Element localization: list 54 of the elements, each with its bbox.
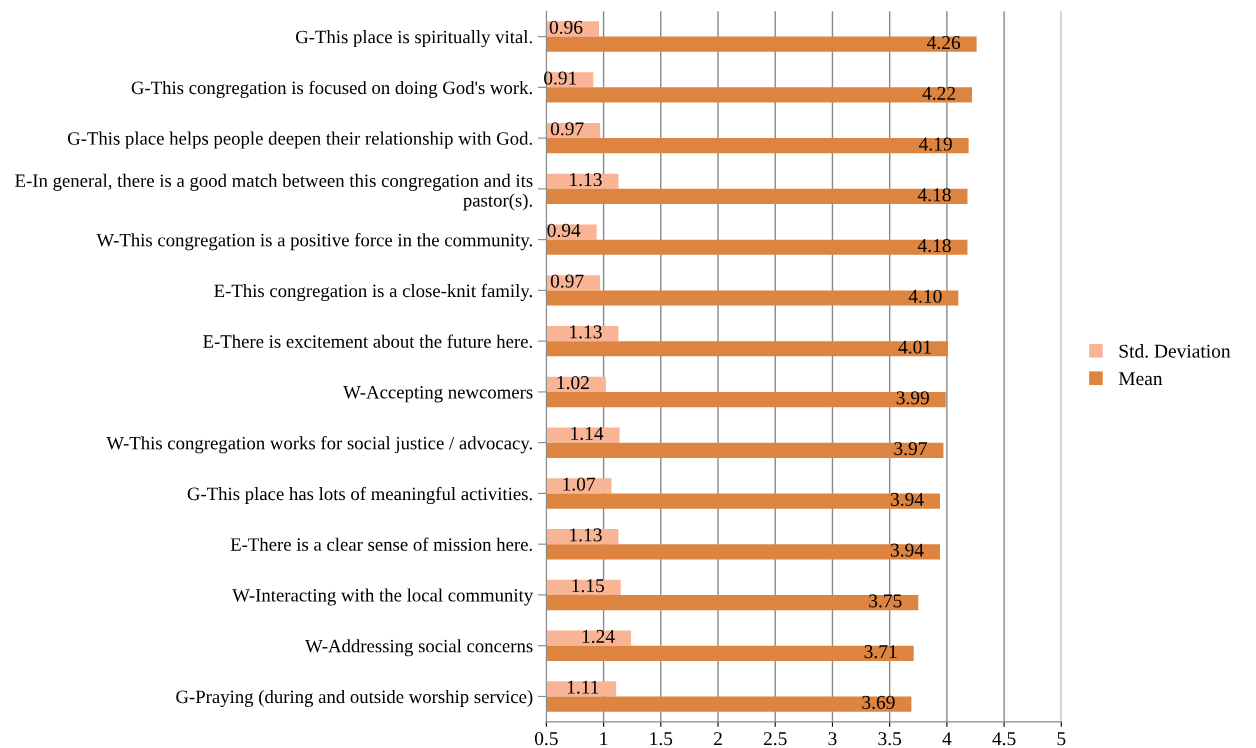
legend-label: Std. Deviation [1119,344,1231,358]
data-label: 1.13 [570,173,602,187]
data-label: 4.18 [917,188,951,202]
y-tick-label: W-Interacting with the local community [232,588,534,606]
data-label: 1.07 [563,477,596,491]
x-tick-label: 1 [600,732,608,746]
data-label: 3.94 [890,492,924,506]
y-tick-label: W-Accepting newcomers [343,385,533,403]
data-label: 0.91 [544,71,577,85]
y-tick-label: W-Addressing social concerns [305,639,533,657]
y-tick-label: G-This place is spiritually vital. [295,30,532,48]
data-label: 1.24 [582,629,615,644]
data-label: 3.69 [862,695,895,710]
y-tick-label: G-This place helps people deepen their relationship with God. [67,131,532,149]
data-label: 3.97 [894,442,927,456]
y-tick-label: W-This congregation is a positive force in the community. [96,233,532,251]
data-label: 4.19 [919,137,952,151]
data-label: 3.99 [896,391,929,405]
data-label: 0.96 [549,20,583,34]
x-tick-label: 0.5 [534,732,558,746]
data-label: 1.02 [557,376,589,390]
data-label: 4.18 [917,238,951,253]
x-tick-label: 1.5 [650,732,673,746]
x-tick-label: 3.5 [878,732,902,746]
y-tick-label: W-This congregation works for social justice / advocacy. [106,436,532,454]
y-tick-label: E-This congregation is a close-knit family. [214,283,532,302]
legend-label: Mean [1118,372,1163,386]
y-tick-label: G-Praying (during and outside worship service) [176,689,533,707]
data-label: 3.94 [890,543,924,557]
y-tick-label: E-There is a clear sense of mission here. [230,537,532,551]
x-tick-label: 4 [942,732,952,746]
y-tick-label: G-This place has lots of meaningful activities. [187,486,532,505]
data-label: 4.01 [898,340,931,354]
x-tick-label: 4.5 [992,732,1016,746]
x-tick-label: 2.5 [763,732,787,746]
y-tick-label: E-There is excitement about the future here. [203,334,532,348]
x-tick-label: 2 [714,732,722,746]
data-label: 4.22 [922,86,956,100]
data-label: 1.13 [570,325,602,339]
data-label: 0.94 [547,223,581,237]
data-label: 3.71 [864,645,897,659]
data-label: 0.97 [550,274,584,288]
data-label: 1.14 [571,426,604,440]
data-label: 1.11 [567,680,599,694]
data-label: 1.13 [570,528,602,542]
data-label: 0.97 [550,122,584,136]
data-label: 4.10 [908,289,942,303]
data-label: 1.15 [572,579,605,593]
x-tick-label: 5 [1057,732,1066,746]
y-tick-label: G-This congregation is focused on doing God's work. [131,80,532,98]
data-label: 3.75 [869,594,902,608]
data-label: 4.26 [927,36,961,50]
x-tick-label: 3 [828,732,837,746]
y-tick-label: E-In general, there is a good match between this congregation and its pastor(s). [15,173,533,211]
